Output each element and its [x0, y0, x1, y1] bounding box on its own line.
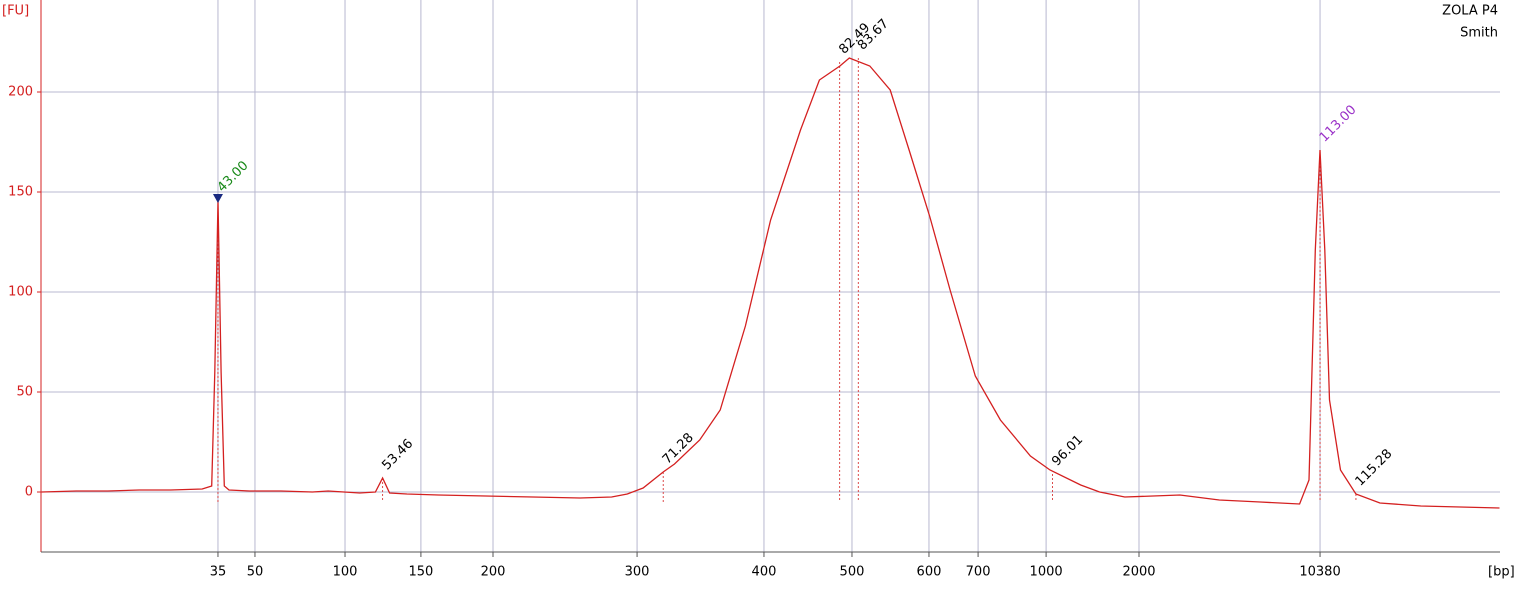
marks — [41, 57, 1500, 509]
x-tick-label: 100 — [333, 565, 358, 580]
x-tick-label: 1000 — [1030, 565, 1063, 580]
x-tick-label: 10380 — [1299, 565, 1340, 580]
x-tick-label: 300 — [625, 565, 650, 580]
peak-marker — [212, 194, 223, 203]
x-axis-label: [bp] — [1488, 565, 1515, 580]
x-tick-label: 50 — [247, 565, 264, 580]
x-tick-label: 600 — [917, 565, 942, 580]
y-tick-label: 150 — [8, 185, 33, 200]
sample-name: ZOLA P4 — [1442, 4, 1498, 19]
y-tick-label: 50 — [16, 385, 33, 400]
x-tick-label: 150 — [408, 565, 433, 580]
y-tick-label: 0 — [25, 485, 33, 500]
y-tick-label: 100 — [8, 285, 33, 300]
x-tick-label: 500 — [840, 565, 865, 580]
x-tick-label: 400 — [752, 565, 777, 580]
operator-name: Smith — [1460, 26, 1498, 41]
trace-line — [41, 57, 1500, 509]
x-tick-label: 200 — [481, 565, 506, 580]
x-tick-label: 2000 — [1122, 565, 1155, 580]
y-axis-label: [FU] — [2, 4, 29, 19]
grid — [37, 0, 1500, 557]
x-tick-label: 35 — [210, 565, 227, 580]
y-tick-label: 200 — [8, 85, 33, 100]
x-tick-label: 700 — [966, 565, 991, 580]
